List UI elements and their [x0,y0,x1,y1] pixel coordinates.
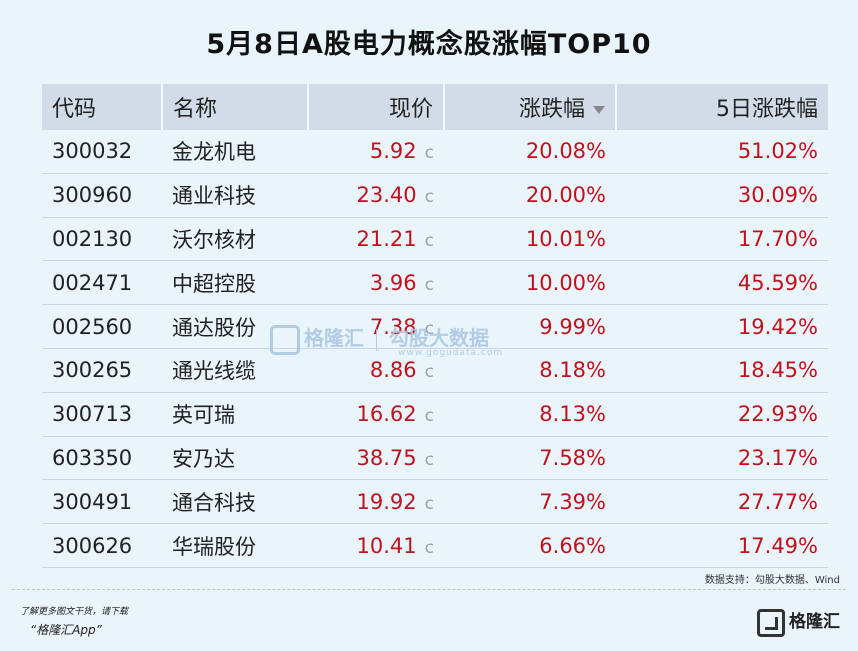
stock-name: 中超控股 [162,260,308,306]
footer-divider [12,589,846,590]
promo-text: 了解更多图文干货，请下载 [20,607,129,617]
stock-name: 金龙机电 [162,130,308,174]
price-suffix: c [424,537,434,558]
stock-price: 5.92 [369,139,417,164]
stock-change-5d: 19.42% [616,304,828,349]
stock-price-cell: 8.86 c [308,348,444,393]
stock-change: 20.08% [444,130,616,174]
stock-price: 7.38 [369,314,417,339]
stock-price-cell: 23.40 c [308,173,444,218]
price-suffix: c [424,230,434,251]
stock-change-5d: 22.93% [616,392,828,437]
stock-price: 3.96 [369,270,417,295]
stock-price: 10.41 [356,533,417,558]
stock-change-5d: 17.49% [616,523,828,568]
table-row[interactable]: 300032 金龙机电 5.92 c 20.08% 51.02% [42,130,828,174]
price-suffix: c [424,143,434,164]
stock-name: 华瑞股份 [162,523,308,568]
price-suffix: c [424,274,434,295]
table-header-row: 代码 名称 现价 涨跌幅 5日涨跌幅 [42,84,828,130]
price-suffix: c [424,318,434,339]
stock-change: 7.58% [444,436,616,481]
stock-price-cell: 38.75 c [308,436,444,481]
stock-price-cell: 19.92 c [308,479,444,525]
stock-code: 300626 [42,523,162,568]
table-row[interactable]: 300265 通光线缆 8.86 c 8.18% 18.45% [42,348,828,393]
stock-price-cell: 3.96 c [308,260,444,306]
stock-change: 6.66% [444,523,616,568]
stock-code: 300032 [42,130,162,174]
price-suffix: c [424,406,434,427]
stock-code: 300491 [42,479,162,525]
stock-table: 代码 名称 现价 涨跌幅 5日涨跌幅 300032 金龙机电 5.92 c 20.08%… [42,84,828,568]
stock-change-5d: 17.70% [616,217,828,262]
stock-code: 603350 [42,436,162,481]
price-suffix: c [424,449,434,470]
stock-price: 19.92 [356,489,417,514]
stock-price-cell: 10.41 c [308,523,444,568]
column-header-change-label: 涨跌幅 [518,97,585,122]
column-header-code[interactable]: 代码 [42,84,163,130]
table-row[interactable]: 002471 中超控股 3.96 c 10.00% 45.59% [42,260,828,306]
table-row[interactable]: 300491 通合科技 19.92 c 7.39% 27.77% [42,479,828,525]
promo-app-name: “格隆汇App” [30,623,102,637]
stock-change: 8.18% [444,348,616,393]
page-title: 5月8日A股电力概念股涨幅TOP10 [206,29,652,60]
stock-change: 9.99% [444,304,616,349]
stock-code: 002130 [42,217,162,262]
stock-change-5d: 30.09% [616,173,828,218]
table-row[interactable]: 603350 安乃达 38.75 c 7.58% 23.17% [42,436,828,481]
stock-code: 300713 [42,392,162,437]
stock-price: 21.21 [356,226,417,251]
table-row[interactable]: 300960 通业科技 23.40 c 20.00% 30.09% [42,173,828,218]
stock-code: 002471 [42,260,162,306]
stock-change-5d: 27.77% [616,479,828,525]
stock-name: 通业科技 [162,173,308,218]
stock-change: 10.01% [444,217,616,262]
stock-price: 16.62 [356,402,417,427]
stock-code: 002560 [42,304,162,349]
price-suffix: c [424,362,434,383]
stock-code: 300265 [42,348,162,393]
stock-change: 7.39% [444,479,616,525]
stock-price: 8.86 [369,358,417,383]
stock-price-cell: 7.38 c [308,304,444,349]
stock-change-5d: 18.45% [616,348,828,393]
stock-name: 通合科技 [162,479,308,525]
stock-price: 23.40 [356,183,417,208]
stock-change-5d: 23.17% [616,436,828,481]
brand-logo: 格隆汇 [757,607,840,647]
stock-price-cell: 5.92 c [308,130,444,174]
column-header-price[interactable]: 现价 [308,84,445,130]
table-row[interactable]: 002130 沃尔核材 21.21 c 10.01% 17.70% [42,217,828,262]
column-header-change5d[interactable]: 5日涨跌幅 [616,84,828,130]
stock-change: 10.00% [444,260,616,306]
stock-name: 通光线缆 [162,348,308,393]
stock-change: 20.00% [444,173,616,218]
stock-change: 8.13% [444,392,616,437]
column-header-name[interactable]: 名称 [162,84,309,130]
stock-name: 安乃达 [162,436,308,481]
stock-price: 38.75 [356,445,417,470]
price-suffix: c [424,187,434,208]
table-row[interactable]: 300626 华瑞股份 10.41 c 6.66% 17.49% [42,523,828,568]
stock-code: 300960 [42,173,162,218]
stock-name: 英可瑞 [162,392,308,437]
stock-name: 通达股份 [162,304,308,349]
stock-price-cell: 16.62 c [308,392,444,437]
column-header-change[interactable]: 涨跌幅 [444,84,617,130]
brand-name: 格隆汇 [789,612,840,632]
sort-desc-icon[interactable] [593,106,605,114]
stock-change-5d: 45.59% [616,260,828,306]
stock-change-5d: 51.02% [616,130,828,174]
table-row[interactable]: 002560 通达股份 7.38 c 9.99% 19.42% [42,304,828,349]
stock-name: 沃尔核材 [162,217,308,262]
brand-logo-icon [757,609,785,637]
stock-price-cell: 21.21 c [308,217,444,262]
data-source-note: 数据支持：勾股大数据、Wind [704,575,840,586]
table-row[interactable]: 300713 英可瑞 16.62 c 8.13% 22.93% [42,392,828,437]
price-suffix: c [424,493,434,514]
